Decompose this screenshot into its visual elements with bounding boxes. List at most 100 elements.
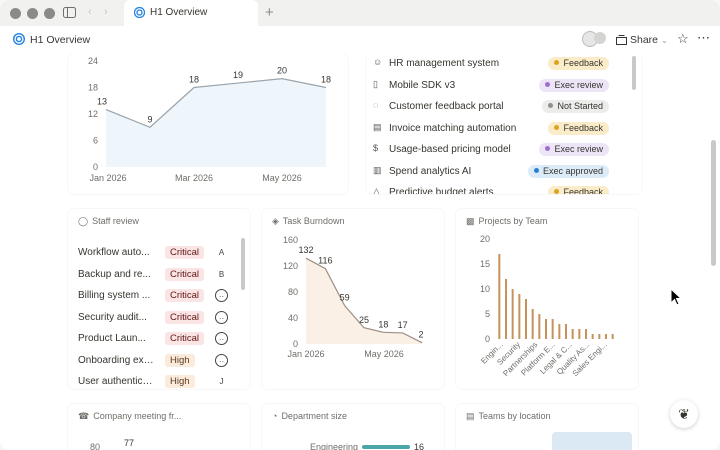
area-fill: [106, 78, 326, 167]
phone-icon: ▯: [373, 78, 378, 89]
staff-review-row[interactable]: Product Laun... Critical ··: [78, 330, 238, 348]
task-row[interactable]: ◌ Customer feedback portal Not Started: [373, 98, 623, 116]
status-dot: [545, 146, 551, 151]
bar: [605, 334, 607, 339]
staff-item-name: Security audit...: [78, 311, 147, 323]
status-dot: [548, 103, 554, 108]
status-dot: [554, 60, 560, 65]
data-label: 18: [378, 319, 388, 329]
severity-badge[interactable]: Critical: [165, 267, 205, 281]
assignee-avatar[interactable]: ··: [215, 353, 228, 367]
severity-badge[interactable]: High: [165, 375, 195, 388]
projects-by-team-card: ▩ Projects by Team 0 5 10 15 20 Engin... Securi…: [456, 209, 638, 389]
status-badge[interactable]: Feedback: [548, 186, 609, 194]
y-tick-label: 24: [88, 56, 98, 66]
bar-chart-icon: ▩: [466, 216, 475, 226]
tab-h1-overview[interactable]: H1 Overview: [124, 0, 258, 26]
severity-badge[interactable]: Critical: [165, 246, 205, 259]
severity-badge[interactable]: Critical: [165, 289, 205, 302]
bar: [558, 324, 561, 339]
sidebar-toggle-icon[interactable]: [63, 7, 76, 18]
staff-review-row[interactable]: User authentica... High J: [78, 373, 238, 391]
task-row[interactable]: ☺ HR management system Feedback: [373, 55, 623, 73]
location-map[interactable]: [552, 432, 632, 450]
task-row[interactable]: ▥ Spend analytics AI Exec approved: [373, 163, 623, 181]
status-badge[interactable]: Exec review: [539, 143, 609, 156]
minimize-window-button[interactable]: [27, 8, 38, 19]
page-header: H1 Overview Share ⌄ ☆ ⋯: [0, 26, 720, 54]
assignee-avatar[interactable]: ··: [215, 332, 228, 345]
page-title: H1 Overview: [30, 34, 91, 46]
y-tick-label: 120: [283, 261, 298, 271]
bar: [538, 314, 541, 339]
status-badge[interactable]: Feedback: [548, 57, 609, 70]
bar: [565, 324, 567, 339]
staff-item-name: Backup and re...: [78, 268, 151, 280]
status-label: Not Started: [557, 101, 603, 111]
teams-by-location-card: ▤ Teams by location: [456, 404, 638, 450]
task-list-scrollbar[interactable]: [632, 56, 636, 90]
projects-by-team-title: ▩ Projects by Team: [466, 216, 547, 227]
severity-badge[interactable]: Critical: [165, 310, 205, 324]
status-badge[interactable]: Not Started: [542, 100, 609, 113]
series-line: [105, 78, 327, 128]
assignee-avatar[interactable]: B: [218, 269, 225, 279]
status-badge[interactable]: Exec review: [539, 78, 609, 92]
task-burndown-title: ◈ Task Burndown: [272, 216, 344, 227]
forward-arrow-icon[interactable]: ›: [104, 6, 108, 18]
status-label: Exec approved: [542, 165, 603, 176]
bar: [545, 319, 547, 339]
status-dot: [533, 167, 539, 173]
bell-icon: △: [373, 186, 380, 194]
status-dot: [545, 81, 551, 87]
task-row[interactable]: ▯ Mobile SDK v3 Exec review: [373, 77, 623, 95]
task-row[interactable]: $ Usage-based pricing model Exec review: [373, 141, 623, 159]
back-arrow-icon[interactable]: ‹: [88, 6, 92, 18]
data-label: 59: [340, 293, 350, 303]
share-button[interactable]: Share ⌄: [630, 34, 668, 46]
mouse-cursor-icon: [670, 288, 682, 306]
target-icon: [13, 33, 25, 45]
assignee-avatar[interactable]: ··: [215, 310, 228, 324]
staff-review-row[interactable]: Security audit... Critical ··: [78, 309, 238, 327]
share-label: Share: [630, 34, 659, 46]
staff-review-title-text: Staff review: [92, 216, 139, 226]
favorite-star-icon[interactable]: ☆: [677, 31, 689, 46]
staff-review-row[interactable]: Onboarding exp... High ··: [78, 352, 238, 370]
assignee-avatar[interactable]: ··: [215, 289, 228, 302]
status-dot: [554, 189, 560, 194]
new-tab-plus-icon[interactable]: +: [265, 4, 274, 21]
status-badge[interactable]: Exec approved: [527, 164, 609, 178]
bar: [551, 319, 554, 339]
bar: [611, 334, 614, 339]
maximize-window-button[interactable]: [44, 8, 55, 19]
assignee-avatar[interactable]: A: [218, 248, 225, 257]
task-row[interactable]: ▤ Invoice matching automation Feedback: [373, 120, 623, 138]
data-label: 132: [298, 245, 313, 255]
page-scrollbar[interactable]: [711, 140, 716, 266]
company-meeting-card: ☎ Company meeting fr... 80 77: [68, 404, 250, 450]
more-options-icon[interactable]: ⋯: [697, 30, 711, 45]
area-fill: [306, 258, 422, 344]
staff-review-row[interactable]: Backup and re... Critical B: [78, 266, 238, 284]
avatar-secondary[interactable]: [594, 32, 606, 44]
status-badge[interactable]: Feedback: [548, 121, 609, 135]
projects-bar-chart: 05101520Engin...SecurityPartnershipsPlat…: [479, 235, 614, 378]
staff-review-row[interactable]: Billing system ... Critical ··: [78, 287, 238, 305]
close-window-button[interactable]: [10, 8, 21, 19]
bar: [585, 329, 587, 339]
assistant-fab-button[interactable]: ❦: [670, 400, 698, 428]
task-row[interactable]: △ Predictive budget alerts Feedback: [373, 184, 623, 194]
staff-list-scrollbar[interactable]: [241, 238, 245, 290]
staff-item-name: Billing system ...: [78, 290, 151, 301]
task-burndown-card: ◈ Task Burndown 0 40 80 120 160 132 116 59 25 18 17…: [262, 209, 444, 389]
data-label: 116: [318, 256, 332, 266]
staff-review-row[interactable]: Workflow auto... Critical A: [78, 244, 238, 262]
assignee-avatar[interactable]: J: [219, 377, 224, 386]
task-name: Usage-based pricing model: [389, 144, 511, 155]
severity-badge[interactable]: Critical: [165, 332, 205, 345]
pie-icon: ◔: [272, 411, 278, 421]
data-label: 13: [97, 97, 107, 107]
severity-badge[interactable]: High: [165, 353, 195, 367]
status-dot: [554, 124, 560, 130]
